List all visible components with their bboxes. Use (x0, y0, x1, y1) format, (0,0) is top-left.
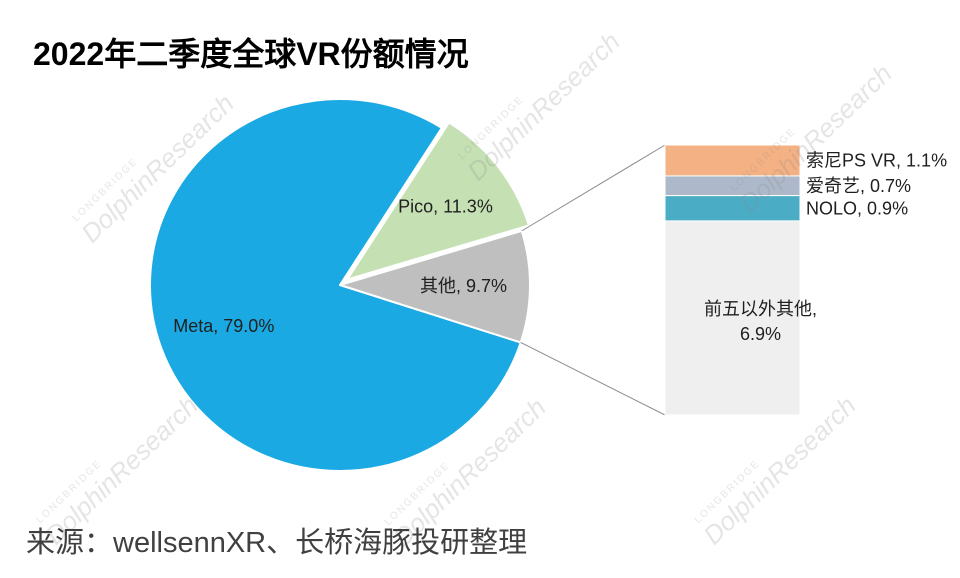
label-value: 11.3 (443, 196, 477, 216)
label-unit: % (931, 150, 947, 170)
bar-segment-4 (664, 220, 801, 416)
breakout-bar (664, 144, 801, 416)
pie-slice-label: Meta, 79.0% (173, 316, 274, 336)
watermark-brand: LONGBRIDGE (383, 460, 453, 528)
label-separator: , (213, 316, 223, 336)
label-separator: , (896, 150, 906, 170)
chart-title: 2022年二季度全球VR份额情况 (33, 36, 469, 72)
label-category: 爱奇艺 (806, 176, 860, 196)
label-unit: % (258, 316, 274, 336)
bar-segment-3 (664, 195, 801, 222)
label-unit: % (895, 176, 911, 196)
pie-slice-1 (149, 98, 522, 472)
label-value: 9.7 (466, 276, 491, 296)
bar-segment-label-value: 6.9% (740, 324, 781, 344)
label-separator: , (857, 198, 867, 218)
watermark-brand: LONGBRIDGE (35, 458, 105, 526)
label-value: 0.7 (870, 176, 895, 196)
pie-slice-2 (346, 121, 530, 281)
label-value: 79.0 (223, 316, 258, 336)
label-value: 6.9 (740, 324, 765, 344)
label-value: 1.1 (906, 150, 931, 170)
connector-line-top (521, 144, 666, 232)
bar-segment-1 (664, 144, 801, 177)
label-category: NOLO (806, 198, 857, 218)
bar-segment-label: 索尼PS VR, 1.1% (806, 150, 947, 170)
watermark-brand: LONGBRIDGE (71, 156, 141, 224)
connector-lines (520, 144, 666, 416)
label-unit: % (765, 324, 781, 344)
bar-segment-label: 前五以外其他, (704, 299, 817, 319)
data-labels: Meta, 79.0%Pico, 11.3%其他, 9.7%索尼PS VR, 1… (173, 150, 947, 344)
bar-segment-2 (664, 175, 801, 197)
bar-segment-label: NOLO, 0.9% (806, 198, 908, 218)
label-separator: , (433, 196, 443, 216)
pie (149, 98, 531, 472)
label-separator: , (860, 176, 870, 196)
label-category: 前五以外其他 (704, 299, 812, 319)
label-category: 索尼PS VR (806, 150, 896, 170)
connector-line-bottom (520, 342, 666, 416)
bar-segment-label: 爱奇艺, 0.7% (806, 176, 911, 196)
pie-slice-label: 其他, 9.7% (420, 276, 507, 296)
pie-slice-3 (339, 229, 531, 344)
label-category: Meta (173, 316, 214, 336)
label-category: Pico (398, 196, 433, 216)
label-unit: % (477, 196, 493, 216)
label-separator: , (456, 276, 466, 296)
label-category: 其他 (420, 276, 456, 296)
label-separator: , (812, 299, 817, 319)
label-unit: % (892, 198, 908, 218)
label-value: 0.9 (867, 198, 892, 218)
source-note: 来源：wellsennXR、长桥海豚投研整理 (26, 527, 528, 559)
pie-slice-label: Pico, 11.3% (398, 196, 493, 216)
watermark-brand: LONGBRIDGE (693, 458, 763, 526)
label-unit: % (491, 276, 507, 296)
